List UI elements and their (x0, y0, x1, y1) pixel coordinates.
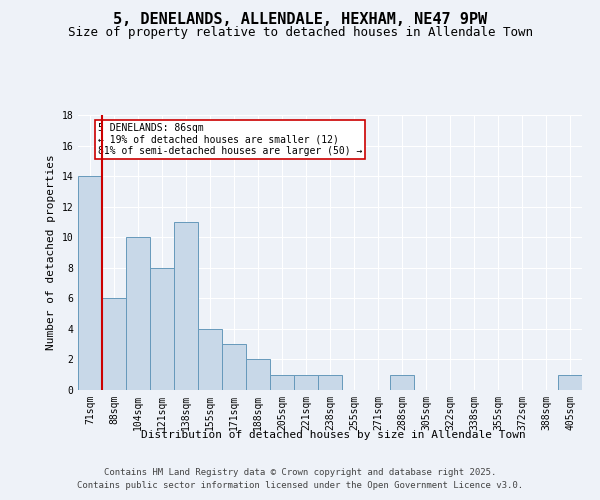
Text: Size of property relative to detached houses in Allendale Town: Size of property relative to detached ho… (67, 26, 533, 39)
Bar (294, 374, 318, 390)
Bar (318, 374, 342, 390)
Bar (270, 374, 294, 390)
Text: 5, DENELANDS, ALLENDALE, HEXHAM, NE47 9PW: 5, DENELANDS, ALLENDALE, HEXHAM, NE47 9P… (113, 12, 487, 28)
Bar (174, 222, 198, 390)
Bar (198, 329, 222, 390)
Bar (102, 298, 126, 390)
Bar (222, 344, 246, 390)
Bar (150, 268, 174, 390)
Bar (390, 374, 414, 390)
Text: Distribution of detached houses by size in Allendale Town: Distribution of detached houses by size … (140, 430, 526, 440)
Bar (78, 176, 102, 390)
Bar (246, 360, 270, 390)
Bar (126, 237, 150, 390)
Bar (558, 374, 582, 390)
Text: Contains public sector information licensed under the Open Government Licence v3: Contains public sector information licen… (77, 480, 523, 490)
Text: Contains HM Land Registry data © Crown copyright and database right 2025.: Contains HM Land Registry data © Crown c… (104, 468, 496, 477)
Y-axis label: Number of detached properties: Number of detached properties (46, 154, 56, 350)
Text: 5 DENELANDS: 86sqm
← 19% of detached houses are smaller (12)
81% of semi-detache: 5 DENELANDS: 86sqm ← 19% of detached hou… (98, 123, 362, 156)
